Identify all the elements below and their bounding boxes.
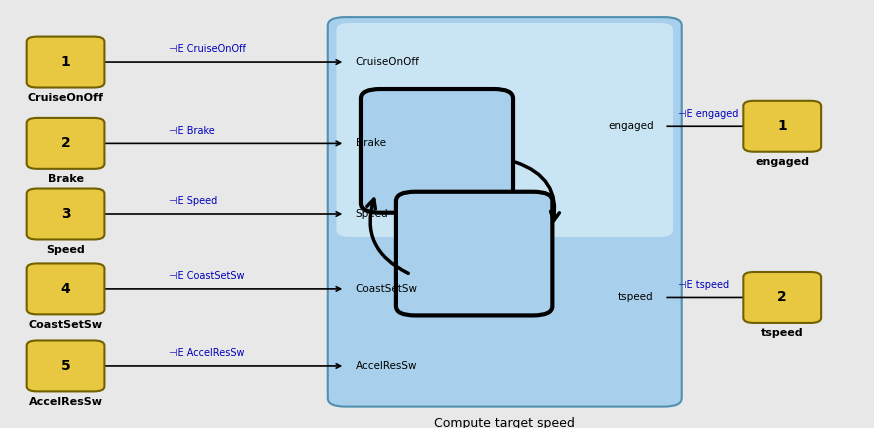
Text: ⊣E tspeed: ⊣E tspeed <box>677 280 729 290</box>
Text: Brake: Brake <box>47 175 84 184</box>
Text: ⊣E engaged: ⊣E engaged <box>677 109 738 119</box>
Text: 3: 3 <box>60 207 71 221</box>
FancyBboxPatch shape <box>743 101 822 152</box>
Text: AccelResSw: AccelResSw <box>356 361 417 371</box>
FancyArrowPatch shape <box>367 199 408 273</box>
Text: Speed: Speed <box>46 245 85 255</box>
Text: Speed: Speed <box>356 209 388 219</box>
FancyBboxPatch shape <box>26 341 105 391</box>
FancyBboxPatch shape <box>328 17 682 407</box>
Text: 2: 2 <box>777 291 787 304</box>
Text: ⊣E Brake: ⊣E Brake <box>170 126 215 136</box>
FancyBboxPatch shape <box>336 23 673 237</box>
FancyBboxPatch shape <box>26 118 105 169</box>
FancyBboxPatch shape <box>361 89 513 213</box>
Text: 1: 1 <box>777 119 787 133</box>
Text: tspeed: tspeed <box>618 292 654 303</box>
Text: ⊣E CoastSetSw: ⊣E CoastSetSw <box>170 271 245 281</box>
Text: CoastSetSw: CoastSetSw <box>29 320 102 330</box>
FancyBboxPatch shape <box>26 37 105 88</box>
Text: engaged: engaged <box>755 158 809 167</box>
Text: CoastSetSw: CoastSetSw <box>356 284 418 294</box>
Text: ⊣E CruiseOnOff: ⊣E CruiseOnOff <box>170 45 246 54</box>
Text: 2: 2 <box>60 137 71 150</box>
FancyBboxPatch shape <box>743 272 822 323</box>
Text: 1: 1 <box>60 55 71 69</box>
Text: CruiseOnOff: CruiseOnOff <box>28 93 103 103</box>
Text: 5: 5 <box>60 359 71 373</box>
Text: Compute target speed: Compute target speed <box>434 417 575 428</box>
Text: ⊣E AccelResSw: ⊣E AccelResSw <box>170 348 245 358</box>
FancyBboxPatch shape <box>26 264 105 314</box>
Text: engaged: engaged <box>608 121 654 131</box>
Text: tspeed: tspeed <box>761 329 803 339</box>
FancyArrowPatch shape <box>516 162 559 221</box>
Text: Brake: Brake <box>356 138 385 149</box>
FancyBboxPatch shape <box>396 192 552 315</box>
Text: CruiseOnOff: CruiseOnOff <box>356 57 420 67</box>
FancyBboxPatch shape <box>26 188 105 240</box>
Text: 4: 4 <box>60 282 71 296</box>
Text: ⊣E Speed: ⊣E Speed <box>170 196 218 206</box>
Text: AccelResSw: AccelResSw <box>29 397 102 407</box>
